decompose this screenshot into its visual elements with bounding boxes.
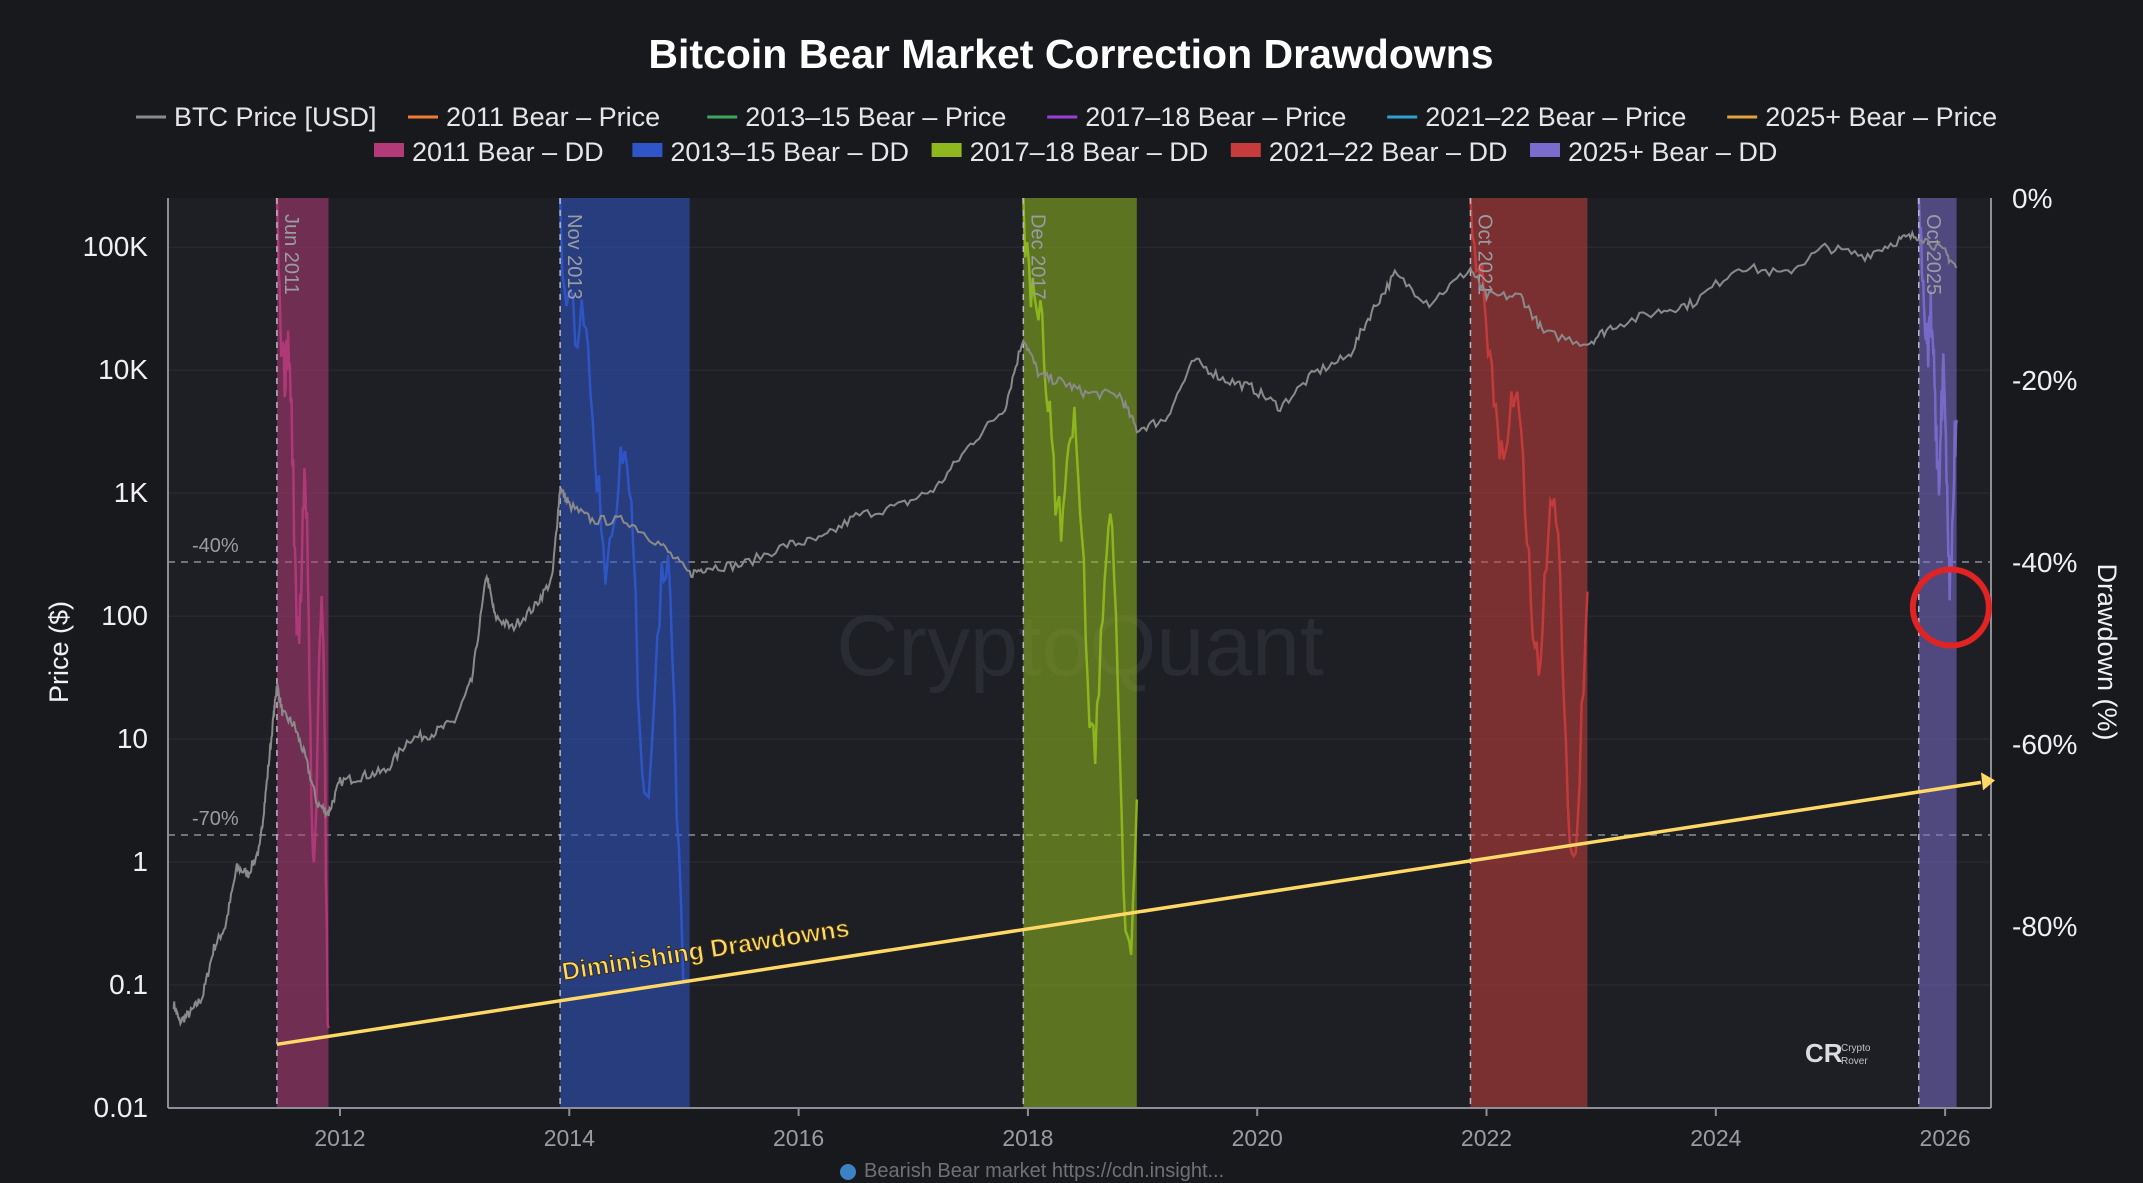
x-tick-label: 2026 bbox=[1920, 1125, 1971, 1151]
trend-line bbox=[276, 780, 1982, 1047]
legend-item: 2011 Bear – DD bbox=[374, 137, 604, 167]
x-tick-label: 2014 bbox=[544, 1125, 595, 1151]
y2-axis-label: Drawdown (%) bbox=[2092, 563, 2122, 740]
y-tick-label: 1K bbox=[114, 477, 149, 508]
legend-label: 2021–22 Bear – DD bbox=[1269, 137, 1508, 167]
bear-band bbox=[1023, 198, 1137, 1108]
x-tick-label: 2016 bbox=[773, 1125, 824, 1151]
axes: 0.01 0.1 1 10 100 1K 10K 100K 0% -20% -40% -60% -80%… bbox=[83, 183, 2078, 1151]
bear-start-label: Dec 2017 bbox=[1026, 214, 1048, 300]
reference-label: -40% bbox=[192, 535, 239, 557]
chart-title: Bitcoin Bear Market Correction Drawdowns bbox=[648, 31, 1493, 77]
legend-item: 2017–18 Bear – DD bbox=[931, 137, 1209, 167]
bear-band bbox=[560, 198, 690, 1108]
footnote: Bearish Bear market https://cdn.insight.… bbox=[840, 1160, 1224, 1183]
y-tick-label: 0.1 bbox=[109, 969, 148, 1000]
logo: CR Crypto Rover bbox=[1805, 1038, 1871, 1068]
bear-start-label: Nov 2013 bbox=[563, 214, 585, 300]
y2-tick-label: -60% bbox=[2012, 729, 2077, 760]
legend-label: 2011 Bear – Price bbox=[446, 102, 660, 132]
bear-bands: Jun 2011 Nov 2013 Dec 2017 Oct 2021 Oct 2025 bbox=[275, 197, 1958, 1108]
y-tick-label: 10K bbox=[98, 354, 148, 385]
y2-tick-label: 0% bbox=[2012, 183, 2052, 214]
legend-label: 2017–18 Bear – DD bbox=[970, 137, 1209, 167]
y-tick-label: 0.01 bbox=[94, 1092, 149, 1123]
drawdown-line bbox=[1022, 198, 1139, 955]
footnote-text: Bearish Bear market https://cdn.insight.… bbox=[864, 1160, 1225, 1182]
y2-tick-label: -20% bbox=[2012, 365, 2077, 396]
legend-label: 2025+ Bear – DD bbox=[1568, 137, 1777, 167]
legend: BTC Price [USD] 2011 Bear – Price 2013–15 … bbox=[136, 102, 1997, 167]
drawdown-line bbox=[558, 198, 690, 983]
legend-swatch bbox=[1230, 143, 1261, 157]
legend-item: 2013–15 Bear – DD bbox=[632, 137, 909, 167]
legend-label: 2025+ Bear – Price bbox=[1765, 102, 1997, 132]
legend-item: 2011 Bear – Price bbox=[408, 102, 660, 132]
x-tick-label: 2012 bbox=[314, 1125, 365, 1151]
logo-caption-2: Rover bbox=[1841, 1056, 1868, 1067]
bear-start-label: Oct 2025 bbox=[1922, 214, 1944, 295]
legend-swatch bbox=[374, 143, 404, 157]
y2-tick-label: -80% bbox=[2012, 911, 2077, 942]
logo-mark: CR bbox=[1805, 1038, 1843, 1068]
legend-label: 2017–18 Bear – Price bbox=[1085, 102, 1346, 132]
legend-swatch bbox=[931, 143, 962, 157]
highlight-circle bbox=[1909, 566, 1992, 649]
y-axis-label: Price ($) bbox=[44, 601, 74, 703]
y-tick-label: 10 bbox=[117, 723, 148, 754]
legend-item: 2013–15 Bear – Price bbox=[707, 102, 1006, 132]
y-tick-label: 1 bbox=[132, 846, 148, 877]
x-tick-label: 2018 bbox=[1002, 1125, 1053, 1151]
bear-band bbox=[276, 198, 329, 1108]
btc-price-line bbox=[172, 229, 1958, 1028]
legend-item: 2025+ Bear – Price bbox=[1727, 102, 1997, 132]
drawdown-line bbox=[1469, 198, 1589, 859]
legend-item: 2025+ Bear – DD bbox=[1530, 137, 1777, 167]
legend-item: 2021–22 Bear – DD bbox=[1230, 137, 1508, 167]
drawdown-line bbox=[275, 197, 330, 1029]
y-tick-label: 100K bbox=[83, 231, 149, 262]
legend-item: BTC Price [USD] bbox=[136, 102, 377, 132]
logo-caption-1: Crypto bbox=[1841, 1043, 1871, 1054]
reference-label: -70% bbox=[192, 808, 239, 830]
y-tick-label: 100 bbox=[101, 600, 148, 631]
series bbox=[172, 229, 1958, 1028]
legend-swatch bbox=[1530, 143, 1560, 157]
bear-start-label: Jun 2011 bbox=[280, 214, 302, 295]
globe-icon bbox=[840, 1163, 856, 1180]
x-tick-label: 2022 bbox=[1461, 1125, 1512, 1151]
legend-label: BTC Price [USD] bbox=[174, 102, 377, 132]
legend-label: 2013–15 Bear – Price bbox=[745, 102, 1006, 132]
legend-swatch bbox=[632, 143, 663, 157]
x-tick-label: 2024 bbox=[1690, 1125, 1741, 1151]
legend-label: 2021–22 Bear – Price bbox=[1425, 102, 1686, 132]
legend-label: 2013–15 Bear – DD bbox=[670, 137, 909, 167]
x-tick-label: 2020 bbox=[1232, 1125, 1283, 1151]
legend-label: 2011 Bear – DD bbox=[412, 137, 604, 167]
bear-start-label: Oct 2021 bbox=[1473, 214, 1495, 295]
bear-band bbox=[1918, 198, 1957, 1108]
legend-item: 2021–22 Bear – Price bbox=[1387, 102, 1686, 132]
trend-arrowhead bbox=[1981, 772, 1995, 791]
legend-item: 2017–18 Bear – Price bbox=[1047, 102, 1346, 132]
y2-tick-label: -40% bbox=[2012, 547, 2077, 578]
